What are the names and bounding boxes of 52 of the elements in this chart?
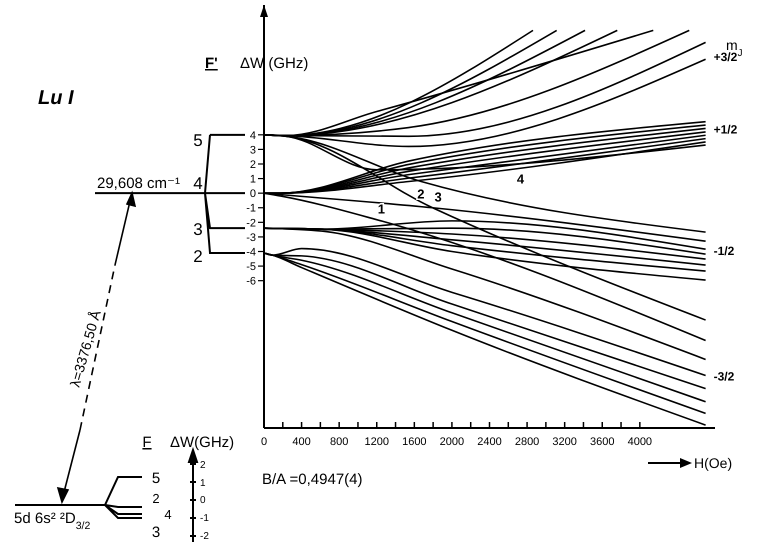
text: F': [205, 55, 218, 72]
text: 3: [152, 524, 160, 541]
x-tick-label: 1600: [402, 436, 427, 448]
x-tick-label: 1200: [364, 436, 389, 448]
x-tick-label: 2400: [477, 436, 502, 448]
text: 5: [152, 470, 160, 487]
text: 2: [193, 247, 203, 266]
x-tick-label: 3600: [590, 436, 614, 448]
text: ΔW(GHz): [170, 434, 234, 451]
y-tick-label: -3: [246, 232, 256, 244]
annotation: 2: [417, 186, 424, 202]
text: 0: [200, 495, 206, 506]
text: 4: [193, 174, 203, 193]
text: 2: [200, 460, 206, 471]
annotation: +3/2: [714, 50, 738, 64]
annotation: +1/2: [714, 122, 738, 136]
y-tick-label: -4: [246, 246, 256, 259]
y-tick-label: -6: [246, 276, 256, 288]
text: F: [142, 434, 152, 451]
text: 3: [193, 220, 203, 239]
y-tick-label: -5: [246, 261, 256, 274]
x-tick-label: 0: [260, 436, 268, 448]
text: 29,608 cm⁻¹: [97, 175, 180, 192]
x-tick-label: 3200: [552, 436, 577, 448]
text: -2: [200, 531, 210, 542]
text: -1: [200, 513, 210, 524]
text: 4: [164, 507, 172, 522]
annotation: 3: [434, 190, 442, 205]
y-tick-label: 4: [250, 130, 256, 142]
y-tick-label: -1: [246, 202, 256, 215]
x-tick-label: 400: [292, 436, 311, 448]
y-tick-label: 0: [250, 188, 256, 200]
annotation: -3/2: [714, 369, 735, 384]
y-tick-label: -2: [246, 217, 256, 230]
annotation: 4: [516, 171, 525, 186]
text: 5: [193, 131, 203, 150]
text: Lu I: [38, 87, 74, 109]
x-tick-label: 4000: [628, 436, 652, 448]
text: 2: [152, 491, 160, 506]
x-tick-label: 2800: [514, 436, 540, 448]
y-axis-title: ΔW (GHz): [240, 55, 308, 72]
text: B/A =0,4947(4): [262, 471, 362, 488]
text: 5d 6s² ²D$_{3/2}$: [14, 510, 90, 532]
annotation: 1: [378, 201, 386, 216]
text: 1: [200, 478, 206, 489]
x-tick-label: 2000: [440, 436, 464, 448]
y-tick-label: 2: [250, 158, 256, 171]
x-axis-title: H(Oe): [694, 455, 732, 471]
y-tick-label: 1: [250, 174, 256, 186]
y-tick-label: 3: [250, 144, 256, 156]
annotation: -1/2: [714, 244, 735, 258]
x-tick-label: 800: [330, 436, 348, 448]
